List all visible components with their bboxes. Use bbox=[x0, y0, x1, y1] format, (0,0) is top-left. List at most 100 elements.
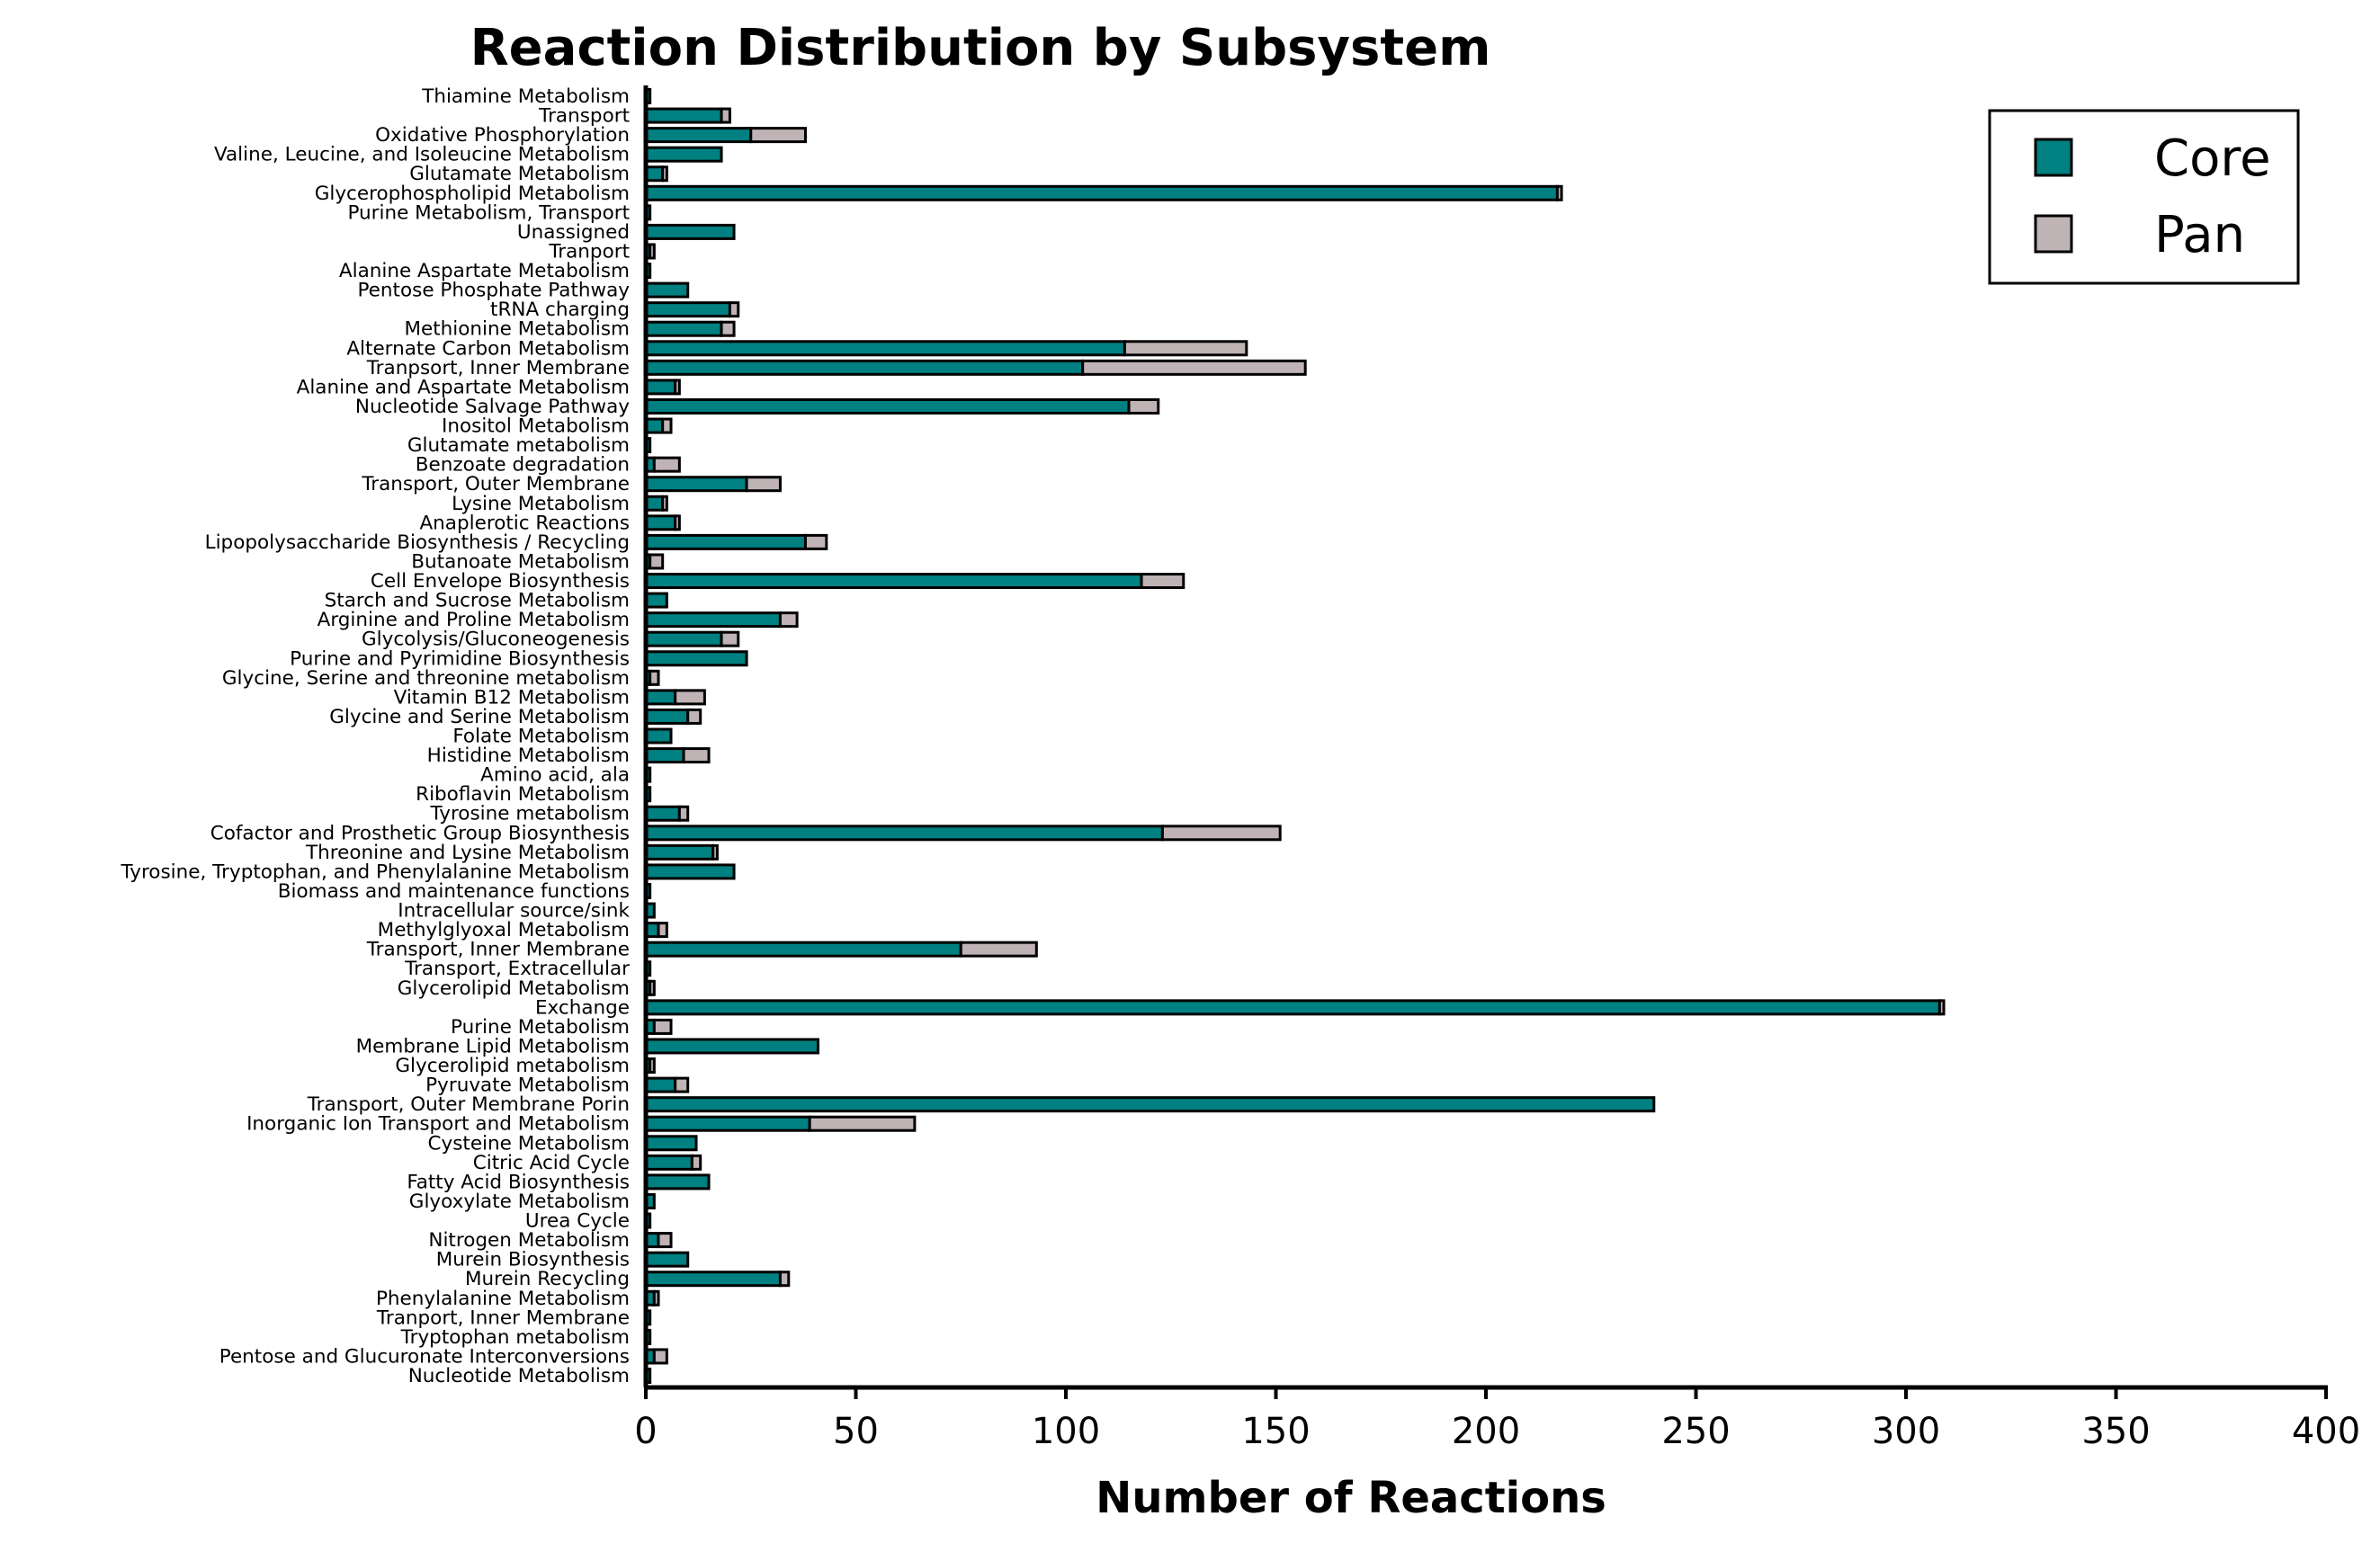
bar-pan bbox=[674, 689, 706, 706]
category-label: Biomass and maintenance functions bbox=[278, 880, 630, 903]
bar-core bbox=[644, 825, 1164, 842]
category-label: Transport bbox=[538, 105, 630, 128]
bar-core bbox=[644, 708, 690, 725]
category-label: Transport, Outer Membrane Porin bbox=[307, 1093, 630, 1116]
category-label: Glycine, Serine and threonine metabolism bbox=[222, 667, 630, 690]
category-label: Glycerophospholipid Metabolism bbox=[315, 183, 630, 205]
legend-swatch-core bbox=[2034, 138, 2073, 177]
bar-pan bbox=[682, 747, 711, 764]
bar-pan bbox=[657, 922, 668, 939]
bar-core bbox=[644, 495, 665, 512]
bar-core bbox=[644, 320, 723, 337]
bar-core bbox=[644, 805, 681, 822]
category-label: Transport, Outer Membrane bbox=[361, 473, 630, 495]
bar-pan bbox=[745, 476, 782, 493]
category-label: Histidine Metabolism bbox=[427, 745, 630, 767]
bar-pan bbox=[1127, 397, 1160, 415]
x-tick-label: 250 bbox=[1661, 1411, 1730, 1452]
bar-pan bbox=[778, 611, 799, 629]
x-tick-label: 0 bbox=[634, 1411, 657, 1452]
category-label: Tyrosine metabolism bbox=[429, 803, 630, 825]
category-label: tRNA charging bbox=[490, 299, 630, 321]
bar-pan bbox=[649, 1057, 656, 1075]
bar-core bbox=[644, 1038, 819, 1055]
bar-core bbox=[644, 1173, 711, 1191]
bar-core bbox=[644, 146, 723, 163]
category-label: Butanoate Metabolism bbox=[411, 550, 630, 573]
bar-pan bbox=[674, 1076, 690, 1093]
category-label: Nucleotide Metabolism bbox=[408, 1365, 630, 1387]
category-label: Vitamin B12 Metabolism bbox=[394, 686, 630, 709]
category-label: Glycerolipid metabolism bbox=[395, 1055, 630, 1077]
x-tick-label: 50 bbox=[833, 1411, 879, 1452]
bar-pan bbox=[690, 1154, 702, 1171]
bar-core bbox=[644, 281, 690, 299]
x-tick-label: 400 bbox=[2292, 1411, 2360, 1452]
legend-swatch-pan bbox=[2034, 214, 2073, 254]
category-label: Exchange bbox=[535, 996, 630, 1019]
bar-core bbox=[644, 592, 668, 609]
bar-core bbox=[644, 165, 665, 183]
category-label: Thiamine Metabolism bbox=[421, 85, 630, 108]
bar-core bbox=[644, 184, 1559, 201]
category-label: Methionine Metabolism bbox=[404, 318, 630, 341]
bar-core bbox=[644, 573, 1143, 590]
bar-core bbox=[644, 223, 736, 240]
category-label: Murein Biosynthesis bbox=[436, 1249, 630, 1271]
bar-core bbox=[644, 1271, 782, 1288]
bar-pan bbox=[1081, 359, 1307, 376]
bar-core bbox=[644, 863, 736, 880]
bar-pan bbox=[652, 1018, 673, 1035]
category-label: Tranport bbox=[548, 240, 630, 263]
bar-core bbox=[644, 340, 1126, 357]
category-label: Purine and Pyrimidine Biosynthesis bbox=[290, 647, 630, 670]
category-label: Inorganic Ion Transport and Metabolism bbox=[246, 1113, 630, 1136]
category-label: Anaplerotic Reactions bbox=[419, 512, 630, 534]
bar-core bbox=[644, 999, 1941, 1016]
bar-pan bbox=[674, 514, 681, 531]
bar-core bbox=[644, 941, 962, 958]
x-tick-label: 150 bbox=[1241, 1411, 1310, 1452]
bar-pan bbox=[686, 708, 702, 725]
category-label: Tyrosine, Tryptophan, and Phenylalanine … bbox=[120, 861, 630, 883]
bar-pan bbox=[674, 379, 681, 396]
category-label: Tranport, Inner Membrane bbox=[376, 1307, 630, 1329]
bar-pan bbox=[1937, 999, 1946, 1016]
bar-pan bbox=[649, 979, 656, 996]
bar-core bbox=[644, 1096, 1656, 1113]
bar-core bbox=[644, 630, 723, 647]
category-label: Folate Metabolism bbox=[452, 726, 630, 748]
category-label: Purine Metabolism bbox=[451, 1016, 630, 1039]
category-label: Citric Acid Cycle bbox=[473, 1152, 630, 1174]
category-label: Lipopolysaccharide Biosynthesis / Recycl… bbox=[205, 531, 630, 554]
bar-core bbox=[644, 689, 677, 706]
bar-pan bbox=[652, 1348, 668, 1365]
bar-pan bbox=[652, 1289, 660, 1307]
category-label: Alternate Carbon Metabolism bbox=[346, 337, 630, 360]
category-label: Tryptophan metabolism bbox=[400, 1326, 630, 1349]
bar-pan bbox=[1555, 184, 1563, 201]
x-tick-label: 100 bbox=[1032, 1411, 1100, 1452]
category-label: Glutamate metabolism bbox=[407, 434, 630, 457]
bar-pan bbox=[652, 456, 681, 473]
bar-core bbox=[644, 843, 715, 861]
x-tick-label: 200 bbox=[1452, 1411, 1520, 1452]
bar-pan bbox=[803, 533, 828, 550]
category-label: Tranpsort, Inner Membrane bbox=[366, 357, 630, 379]
x-axis: 0 50 100 150 200 250 300 350 400 bbox=[634, 85, 2360, 1452]
bar-core bbox=[644, 533, 807, 550]
bar-core bbox=[644, 397, 1131, 415]
bar-pan bbox=[728, 301, 740, 318]
category-label: Cysteine Metabolism bbox=[427, 1132, 630, 1155]
bar-core bbox=[644, 301, 731, 318]
category-label: Transport, Inner Membrane bbox=[366, 939, 630, 961]
category-label: Intracellular source/sink bbox=[398, 900, 630, 923]
bar-core bbox=[644, 1251, 690, 1268]
bar-core bbox=[644, 417, 665, 434]
bar-pan bbox=[1140, 573, 1186, 590]
category-label: Riboflavin Metabolism bbox=[416, 783, 630, 806]
bar-pan bbox=[677, 805, 690, 822]
category-label: Arginine and Proline Metabolism bbox=[318, 609, 630, 631]
